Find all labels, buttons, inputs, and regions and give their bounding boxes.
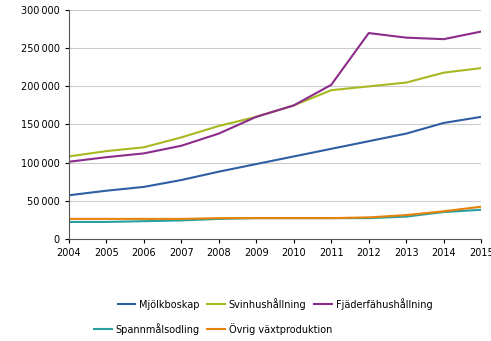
Mjölkboskap — [403, 132, 409, 136]
Övrig växtproduktion — [66, 217, 72, 221]
Spannmålsodling — [141, 219, 147, 223]
Övrig växtproduktion — [366, 215, 372, 219]
Övrig växtproduktion — [178, 217, 184, 221]
Mjölkboskap — [253, 162, 259, 166]
Fjäderfähushållning — [66, 160, 72, 164]
Line: Fjäderfähushållning: Fjäderfähushållning — [69, 32, 481, 162]
Svinhushållning — [253, 115, 259, 119]
Övrig växtproduktion — [403, 213, 409, 217]
Övrig växtproduktion — [141, 217, 147, 221]
Svinhushållning — [178, 135, 184, 139]
Fjäderfähushållning — [103, 155, 109, 159]
Fjäderfähushållning — [366, 31, 372, 35]
Svinhushållning — [328, 88, 334, 92]
Spannmålsodling — [328, 216, 334, 220]
Mjölkboskap — [291, 154, 297, 159]
Svinhushållning — [441, 71, 447, 75]
Spannmålsodling — [403, 214, 409, 219]
Spannmålsodling — [441, 210, 447, 214]
Övrig växtproduktion — [291, 216, 297, 220]
Line: Mjölkboskap: Mjölkboskap — [69, 117, 481, 195]
Svinhushållning — [291, 103, 297, 107]
Mjölkboskap — [366, 139, 372, 143]
Övrig växtproduktion — [441, 209, 447, 213]
Fjäderfähushållning — [141, 151, 147, 155]
Mjölkboskap — [441, 121, 447, 125]
Fjäderfähushållning — [178, 144, 184, 148]
Spannmålsodling — [216, 217, 221, 221]
Spannmålsodling — [291, 216, 297, 220]
Mjölkboskap — [66, 193, 72, 197]
Spannmålsodling — [103, 220, 109, 224]
Line: Övrig växtproduktion: Övrig växtproduktion — [69, 207, 481, 219]
Spannmålsodling — [478, 208, 484, 212]
Övrig växtproduktion — [253, 216, 259, 220]
Svinhushållning — [141, 145, 147, 149]
Spannmålsodling — [366, 216, 372, 220]
Svinhushållning — [103, 149, 109, 153]
Mjölkboskap — [141, 185, 147, 189]
Svinhushållning — [403, 80, 409, 85]
Fjäderfähushållning — [216, 132, 221, 136]
Mjölkboskap — [216, 169, 221, 174]
Svinhushållning — [366, 84, 372, 88]
Line: Spannmålsodling: Spannmålsodling — [69, 210, 481, 222]
Svinhushållning — [216, 124, 221, 128]
Fjäderfähushållning — [328, 83, 334, 87]
Svinhushållning — [66, 154, 72, 159]
Mjölkboskap — [478, 115, 484, 119]
Spannmålsodling — [178, 218, 184, 222]
Övrig växtproduktion — [328, 216, 334, 220]
Line: Svinhushållning: Svinhushållning — [69, 68, 481, 157]
Mjölkboskap — [103, 189, 109, 193]
Fjäderfähushållning — [403, 35, 409, 40]
Övrig växtproduktion — [216, 216, 221, 220]
Mjölkboskap — [328, 147, 334, 151]
Fjäderfähushållning — [291, 103, 297, 107]
Fjäderfähushållning — [441, 37, 447, 41]
Legend: Spannmålsodling, Övrig växtproduktion: Spannmålsodling, Övrig växtproduktion — [90, 319, 336, 339]
Fjäderfähushållning — [253, 115, 259, 119]
Svinhushållning — [478, 66, 484, 70]
Fjäderfähushållning — [478, 30, 484, 34]
Övrig växtproduktion — [478, 205, 484, 209]
Mjölkboskap — [178, 178, 184, 182]
Spannmålsodling — [253, 216, 259, 220]
Spannmålsodling — [66, 220, 72, 224]
Övrig växtproduktion — [103, 217, 109, 221]
